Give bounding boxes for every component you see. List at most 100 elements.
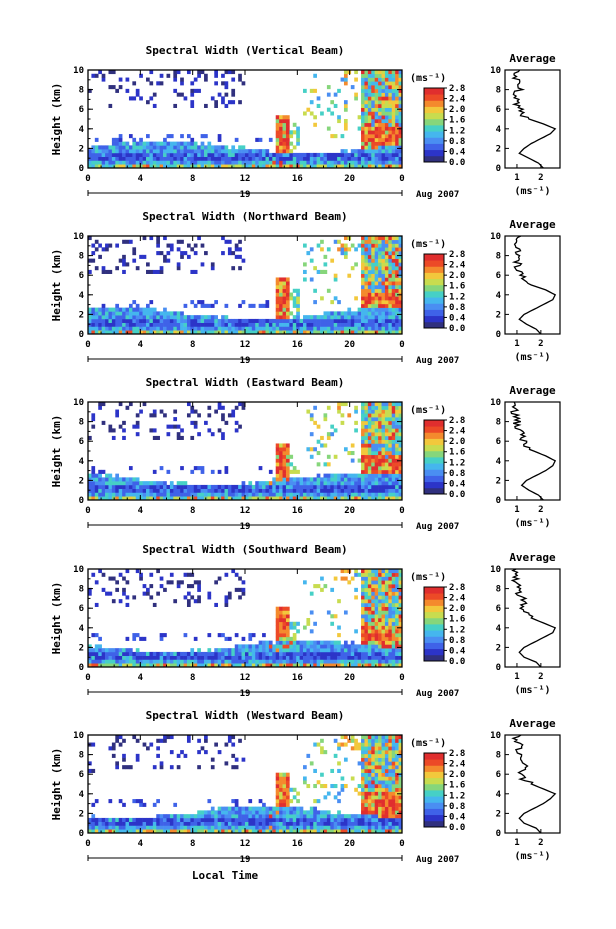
heatmap-cell [183, 251, 188, 256]
heatmap-cell [132, 492, 137, 497]
heatmap-cell [364, 92, 369, 97]
heatmap-cell [214, 315, 218, 320]
heatmap-cell [326, 326, 331, 331]
heatmap-cell [248, 810, 253, 815]
colorbar-segment [424, 94, 444, 101]
heatmap-cell [357, 477, 362, 482]
heatmap-cell [132, 315, 137, 320]
y-tick-label: 4 [79, 457, 85, 467]
heatmap-cell [193, 651, 198, 656]
heatmap-cell [146, 149, 150, 154]
heatmap-cell [149, 651, 154, 656]
heatmap-cell [105, 243, 109, 248]
heatmap-cell [361, 572, 365, 577]
heatmap-cell [350, 829, 355, 834]
heatmap-cell [108, 576, 113, 581]
heatmap-cell [207, 145, 212, 150]
heatmap-cell [214, 322, 218, 327]
heatmap-cell [258, 164, 263, 169]
heatmap-cell [395, 77, 399, 82]
heatmap-cell [251, 303, 256, 308]
heatmap-cell [395, 599, 399, 604]
heatmap-cell [371, 413, 375, 418]
heatmap-cell [316, 451, 321, 456]
heatmap-cell [101, 477, 106, 482]
heatmap-cell [381, 100, 386, 105]
heatmap-cell [132, 424, 137, 429]
heatmap-cell [88, 587, 92, 592]
heatmap-cell [180, 659, 184, 664]
heatmap-cell [374, 315, 379, 320]
heatmap-cell [173, 77, 178, 82]
heatmap-cell [204, 484, 208, 489]
heatmap-cell [238, 77, 242, 82]
heatmap-cell [275, 277, 280, 282]
heatmap-cell [224, 829, 229, 834]
heatmap-cell [374, 432, 379, 437]
heatmap-cell [152, 141, 157, 146]
heatmap-cell [245, 326, 249, 331]
heatmap-cell [371, 126, 375, 131]
heatmap-cell [275, 825, 280, 830]
heatmap-cell [163, 655, 167, 660]
heatmap-cell [105, 496, 109, 501]
heatmap-cell [176, 496, 181, 501]
heatmap-cell [296, 648, 300, 653]
heatmap-cell [388, 447, 393, 452]
heatmap-cell [367, 447, 372, 452]
heatmap-cell [197, 315, 201, 320]
heatmap-cell [309, 814, 314, 819]
heatmap-cell [374, 326, 379, 331]
heatmap-cell [398, 659, 403, 664]
heatmap-cell [282, 477, 287, 482]
heatmap-cell [364, 569, 369, 574]
heatmap-cell [200, 469, 205, 474]
heatmap-cell [251, 825, 256, 830]
heatmap-cell [245, 322, 249, 327]
heatmap-cell [180, 141, 184, 146]
heatmap-cell [241, 481, 246, 486]
heatmap-cell [354, 659, 358, 664]
heatmap-cell [214, 164, 218, 169]
heatmap-cell [391, 591, 396, 596]
heatmap-cell [146, 326, 150, 331]
heatmap-cell [381, 621, 386, 626]
heatmap-cell [384, 111, 389, 116]
heatmap-cell [200, 817, 205, 822]
heatmap-cell [210, 484, 215, 489]
heatmap-cell [343, 817, 348, 822]
heatmap-cell [378, 633, 382, 638]
heatmap-cell [159, 266, 164, 271]
heatmap-cell [395, 409, 399, 414]
heatmap-cell [391, 96, 396, 101]
heatmap-cell [279, 492, 283, 497]
heatmap-cell [94, 655, 99, 660]
heatmap-cell [378, 614, 382, 619]
heatmap-cell [371, 326, 375, 331]
heatmap-cell [378, 610, 382, 615]
heatmap-cell [361, 119, 365, 124]
heatmap-cell [115, 307, 120, 312]
heatmap-cell [186, 829, 191, 834]
heatmap-cell [197, 413, 201, 418]
heatmap-cell [367, 322, 372, 327]
heatmap-cell [285, 795, 290, 800]
heatmap-cell [364, 315, 369, 320]
colorbar-segment [424, 112, 444, 120]
heatmap-cell [176, 435, 181, 440]
heatmap-cell [343, 402, 348, 407]
heatmap-cell [200, 655, 205, 660]
heatmap-cell [149, 496, 154, 501]
heatmap-cell [395, 236, 399, 241]
heatmap-cell [374, 281, 379, 286]
heatmap-cell [207, 810, 212, 815]
heatmap-cell [364, 413, 369, 418]
heatmap-cell [313, 88, 317, 93]
heatmap-cell [279, 326, 283, 331]
heatmap-cell [306, 492, 311, 497]
heatmap-cell [217, 322, 222, 327]
heatmap-cell [132, 152, 137, 157]
heatmap-cell [238, 266, 242, 271]
heatmap-cell [105, 591, 109, 596]
heatmap-cell [210, 152, 215, 157]
